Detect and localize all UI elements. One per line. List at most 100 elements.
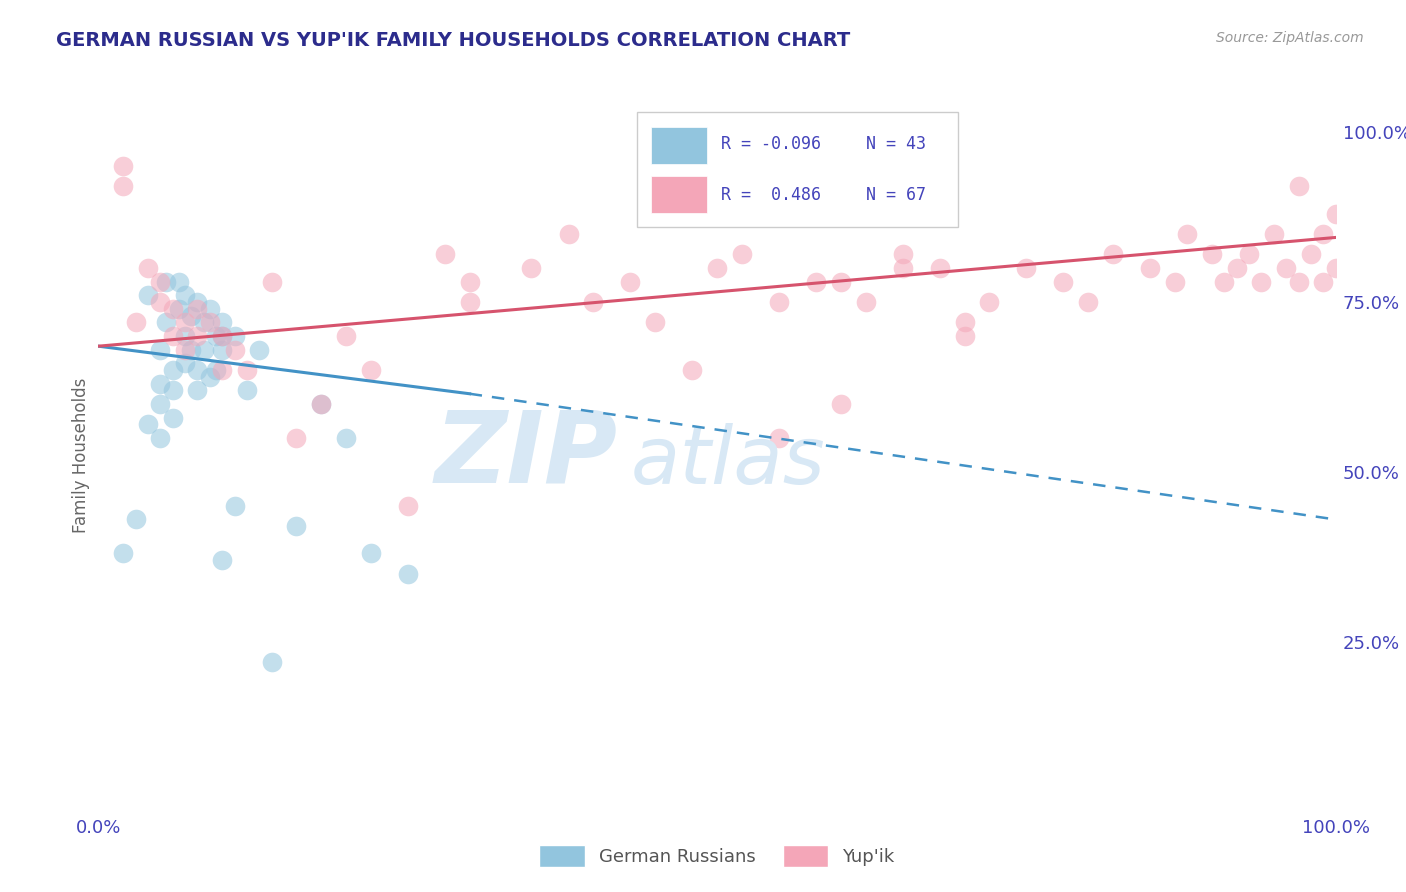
Point: [1175, 227, 1198, 241]
Point: [706, 260, 728, 275]
Point: [236, 384, 259, 398]
Point: [309, 397, 332, 411]
Point: [174, 288, 197, 302]
Point: [891, 260, 914, 275]
Point: [149, 376, 172, 391]
Point: [582, 295, 605, 310]
FancyBboxPatch shape: [637, 112, 959, 227]
Point: [167, 301, 190, 316]
Point: [1102, 247, 1125, 261]
Point: [360, 363, 382, 377]
Text: GERMAN RUSSIAN VS YUP'IK FAMILY HOUSEHOLDS CORRELATION CHART: GERMAN RUSSIAN VS YUP'IK FAMILY HOUSEHOL…: [56, 31, 851, 50]
Point: [953, 315, 976, 329]
Point: [520, 260, 543, 275]
Point: [198, 369, 221, 384]
Point: [162, 384, 184, 398]
Point: [180, 309, 202, 323]
Point: [224, 329, 246, 343]
Point: [1324, 260, 1347, 275]
FancyBboxPatch shape: [651, 177, 707, 213]
Point: [180, 343, 202, 357]
Point: [174, 343, 197, 357]
Point: [162, 329, 184, 343]
Point: [155, 315, 177, 329]
Point: [335, 329, 357, 343]
Point: [211, 553, 233, 567]
Point: [1312, 275, 1334, 289]
Point: [167, 275, 190, 289]
Point: [205, 329, 228, 343]
Text: N = 67: N = 67: [866, 186, 925, 203]
Point: [211, 315, 233, 329]
Point: [136, 260, 159, 275]
Point: [360, 546, 382, 560]
Point: [731, 247, 754, 261]
Point: [891, 247, 914, 261]
Text: ZIP: ZIP: [434, 407, 619, 503]
Point: [205, 363, 228, 377]
Point: [1288, 179, 1310, 194]
FancyBboxPatch shape: [651, 128, 707, 164]
Point: [162, 301, 184, 316]
Point: [1275, 260, 1298, 275]
Point: [124, 512, 146, 526]
Point: [953, 329, 976, 343]
Point: [211, 329, 233, 343]
Point: [155, 275, 177, 289]
Point: [285, 431, 308, 445]
Point: [162, 410, 184, 425]
Point: [1164, 275, 1187, 289]
Point: [1250, 275, 1272, 289]
Point: [285, 519, 308, 533]
Point: [830, 397, 852, 411]
Point: [149, 295, 172, 310]
Point: [112, 179, 135, 194]
Point: [186, 329, 208, 343]
Text: Source: ZipAtlas.com: Source: ZipAtlas.com: [1216, 31, 1364, 45]
Point: [458, 295, 481, 310]
Point: [681, 363, 703, 377]
Point: [193, 343, 215, 357]
Point: [619, 275, 641, 289]
Point: [1237, 247, 1260, 261]
Point: [309, 397, 332, 411]
Point: [1015, 260, 1038, 275]
Point: [804, 275, 827, 289]
Point: [136, 417, 159, 432]
Point: [186, 384, 208, 398]
Point: [855, 295, 877, 310]
Point: [224, 343, 246, 357]
Point: [186, 301, 208, 316]
Point: [1263, 227, 1285, 241]
Point: [1077, 295, 1099, 310]
Point: [162, 363, 184, 377]
Point: [224, 499, 246, 513]
Text: N = 43: N = 43: [866, 136, 925, 153]
Point: [112, 159, 135, 173]
Point: [260, 655, 283, 669]
Point: [830, 275, 852, 289]
Point: [124, 315, 146, 329]
Point: [1226, 260, 1249, 275]
Point: [396, 499, 419, 513]
Point: [1324, 207, 1347, 221]
Point: [768, 295, 790, 310]
Point: [1139, 260, 1161, 275]
Point: [1288, 275, 1310, 289]
Point: [174, 329, 197, 343]
Point: [236, 363, 259, 377]
Point: [260, 275, 283, 289]
Point: [149, 275, 172, 289]
Point: [198, 301, 221, 316]
Point: [1299, 247, 1322, 261]
Point: [557, 227, 579, 241]
Point: [928, 260, 950, 275]
Text: atlas: atlas: [630, 423, 825, 501]
Point: [1312, 227, 1334, 241]
Point: [247, 343, 270, 357]
Point: [193, 315, 215, 329]
Point: [433, 247, 456, 261]
Point: [211, 329, 233, 343]
Point: [768, 431, 790, 445]
Point: [149, 431, 172, 445]
